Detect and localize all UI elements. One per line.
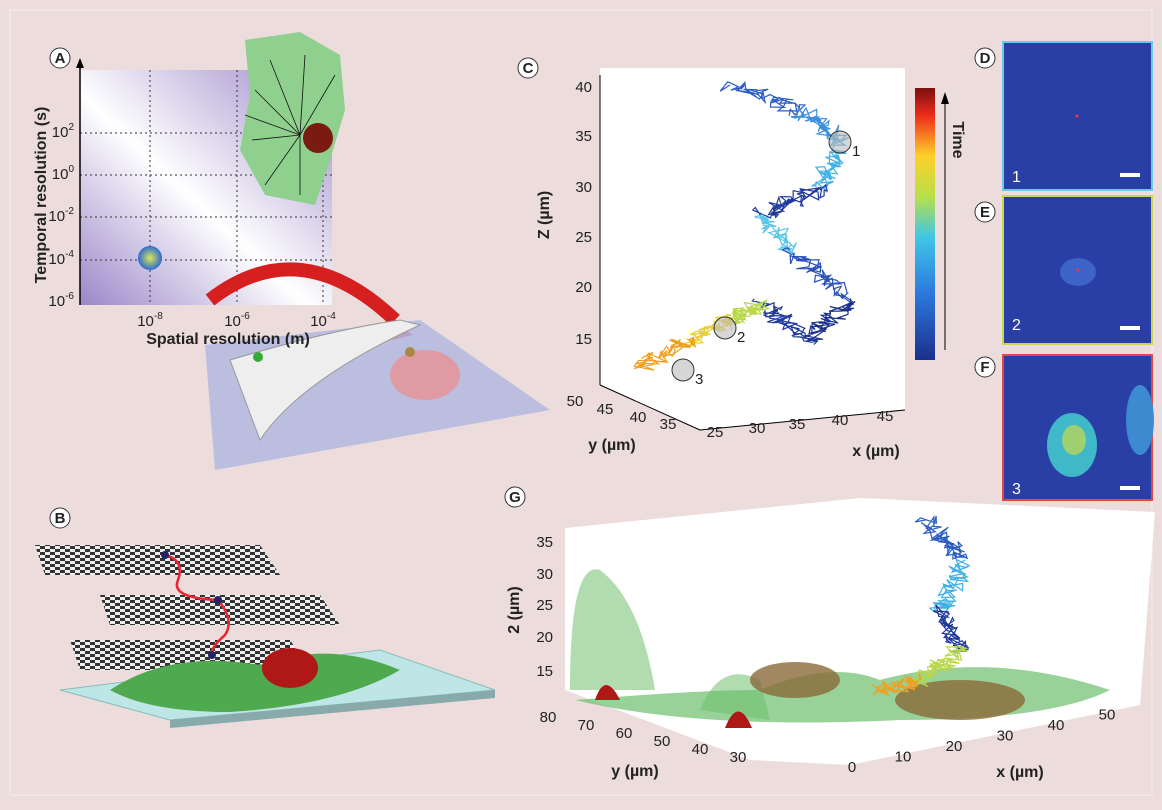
z-tick-label: 30	[575, 179, 592, 196]
z-tick-label: 40	[575, 79, 592, 96]
particle	[161, 551, 169, 559]
panel-label: E	[980, 204, 990, 221]
cell-glow	[390, 350, 460, 400]
frame-label: 1	[1012, 169, 1021, 186]
panel-label: C	[523, 60, 534, 77]
x-axis-title: x (µm)	[852, 443, 899, 460]
z-tick-label: 15	[575, 331, 592, 348]
frame-label: 3	[1012, 481, 1021, 498]
tick-exponent: -2	[65, 206, 74, 217]
tick-base: 10	[52, 166, 69, 183]
y-tick-label: 40	[630, 409, 647, 426]
cell	[1126, 385, 1154, 455]
nucleus	[750, 662, 840, 698]
y-tick-label: 35	[660, 416, 677, 433]
z-axis-title: Z (µm)	[536, 191, 553, 239]
z-tick-label: 20	[536, 629, 553, 646]
scale-bar	[1120, 326, 1140, 330]
x-tick-label: 20	[946, 738, 963, 755]
panel-label: D	[980, 50, 991, 67]
nucleus	[303, 123, 333, 153]
tick-exponent: -4	[65, 249, 74, 260]
particle	[405, 347, 415, 357]
z-tick-label: 25	[575, 229, 592, 246]
x-tick-label: 40	[1048, 717, 1065, 734]
nucleus	[262, 648, 318, 688]
x-tick-label: 50	[1099, 706, 1116, 723]
particle	[214, 596, 222, 604]
y-tick-label: 80	[540, 709, 557, 726]
x-tick-label: 30	[749, 420, 766, 437]
x-tick-label: 30	[997, 727, 1014, 744]
x-tick-label: 45	[877, 408, 894, 425]
marker-circle	[829, 131, 851, 153]
y-axis-title: y (µm)	[588, 437, 635, 454]
x-tick-label: 0	[848, 759, 856, 776]
tick-base: 10	[52, 124, 69, 141]
y-tick-label: 45	[597, 401, 614, 418]
y-tick-label: 40	[692, 741, 709, 758]
tick-base: 10	[48, 208, 65, 225]
x-tick-label: 35	[789, 416, 806, 433]
particle	[138, 246, 162, 270]
y-tick-label: 30	[730, 749, 747, 766]
x-tick-label: 25	[707, 424, 724, 441]
z-axis-title: 2 (µm)	[506, 586, 523, 633]
z-tick-label: 35	[536, 534, 553, 551]
tick-exponent: -6	[65, 291, 74, 302]
focal-plane	[35, 545, 280, 575]
marker-label: 1	[852, 143, 860, 160]
panel-label: F	[980, 359, 989, 376]
cell-core	[1062, 425, 1086, 455]
colorbar	[915, 88, 935, 360]
tick-base: 10	[137, 313, 154, 330]
figure: A Temporal resolution (s) Spatial resolu…	[0, 0, 1162, 805]
z-tick-label: 30	[536, 566, 553, 583]
y-tick-label: 70	[578, 717, 595, 734]
z-tick-label: 25	[536, 597, 553, 614]
panel-label: B	[55, 510, 66, 527]
tick-exponent: 2	[68, 122, 74, 133]
y-tick-label: 50	[567, 393, 584, 410]
panel-label: G	[509, 489, 521, 506]
tick-exponent: -6	[241, 311, 250, 322]
particle	[1076, 115, 1079, 118]
z-tick-label: 20	[575, 279, 592, 296]
z-tick-label: 15	[536, 663, 553, 680]
particle	[208, 651, 216, 659]
particle	[253, 352, 263, 362]
frame-label: 2	[1012, 317, 1021, 334]
panel-label: A	[55, 50, 66, 67]
scale-bar	[1120, 173, 1140, 177]
x-axis-title: Spatial resolution (m)	[146, 331, 310, 348]
tick-base: 10	[48, 251, 65, 268]
tick-base: 10	[310, 313, 327, 330]
x-tick-label: 40	[832, 412, 849, 429]
marker-circle	[672, 359, 694, 381]
y-tick-label: 50	[654, 733, 671, 750]
x-axis-title: x (µm)	[996, 764, 1043, 781]
tick-base: 10	[48, 293, 65, 310]
marker-label: 3	[695, 371, 703, 388]
tick-exponent: 0	[68, 164, 74, 175]
cell	[1060, 258, 1096, 286]
y-axis-title: y (µm)	[611, 763, 658, 780]
tick-exponent: -8	[154, 311, 163, 322]
tick-base: 10	[224, 313, 241, 330]
plot-area	[600, 68, 905, 430]
y-tick-label: 60	[616, 725, 633, 742]
marker-circle	[714, 317, 736, 339]
marker-label: 2	[737, 329, 745, 346]
colorbar-title: Time	[949, 121, 966, 158]
x-tick-label: 10	[895, 748, 912, 765]
particle	[1077, 269, 1080, 272]
tick-exponent: -4	[327, 311, 336, 322]
scale-bar	[1120, 486, 1140, 490]
z-tick-label: 35	[575, 128, 592, 145]
